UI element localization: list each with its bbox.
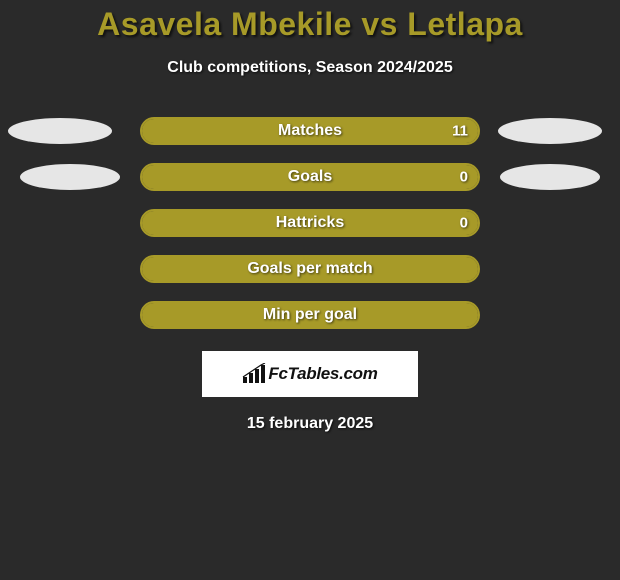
stat-row-min_per_goal: Min per goal [0, 301, 620, 329]
page-title: Asavela Mbekile vs Letlapa [97, 6, 523, 43]
brand-text: FcTables.com [268, 364, 377, 384]
bars-ascending-icon [242, 363, 266, 385]
stat-value-right: 0 [460, 169, 468, 186]
stat-row-goals: 0 Goals [0, 163, 620, 191]
subtitle: Club competitions, Season 2024/2025 [167, 59, 452, 77]
stat-label: Goals [288, 168, 332, 186]
card-date: 15 february 2025 [247, 415, 373, 433]
brand-badge[interactable]: FcTables.com [202, 351, 418, 397]
stat-bar: 0 Hattricks [140, 209, 480, 237]
stat-bar: 0 Goals [140, 163, 480, 191]
stat-label: Matches [278, 122, 342, 140]
player-right-marker [498, 118, 602, 144]
player-left-marker [8, 118, 112, 144]
stat-row-goals_per_match: Goals per match [0, 255, 620, 283]
stat-label: Goals per match [247, 260, 372, 278]
stat-row-hattricks: 0 Hattricks [0, 209, 620, 237]
player-left-marker [20, 164, 120, 190]
player-right-marker [500, 164, 600, 190]
stat-label: Hattricks [276, 214, 344, 232]
stat-bar: Goals per match [140, 255, 480, 283]
comparison-card: Asavela Mbekile vs Letlapa Club competit… [0, 0, 620, 580]
stat-value-right: 11 [452, 123, 468, 140]
stat-bar: Min per goal [140, 301, 480, 329]
stat-bar: 11 Matches [140, 117, 480, 145]
stats-list: 11 Matches 0 Goals 0 Hattricks Goals per match… [0, 117, 620, 329]
stat-value-right: 0 [460, 215, 468, 232]
stat-row-matches: 11 Matches [0, 117, 620, 145]
stat-label: Min per goal [263, 306, 357, 324]
